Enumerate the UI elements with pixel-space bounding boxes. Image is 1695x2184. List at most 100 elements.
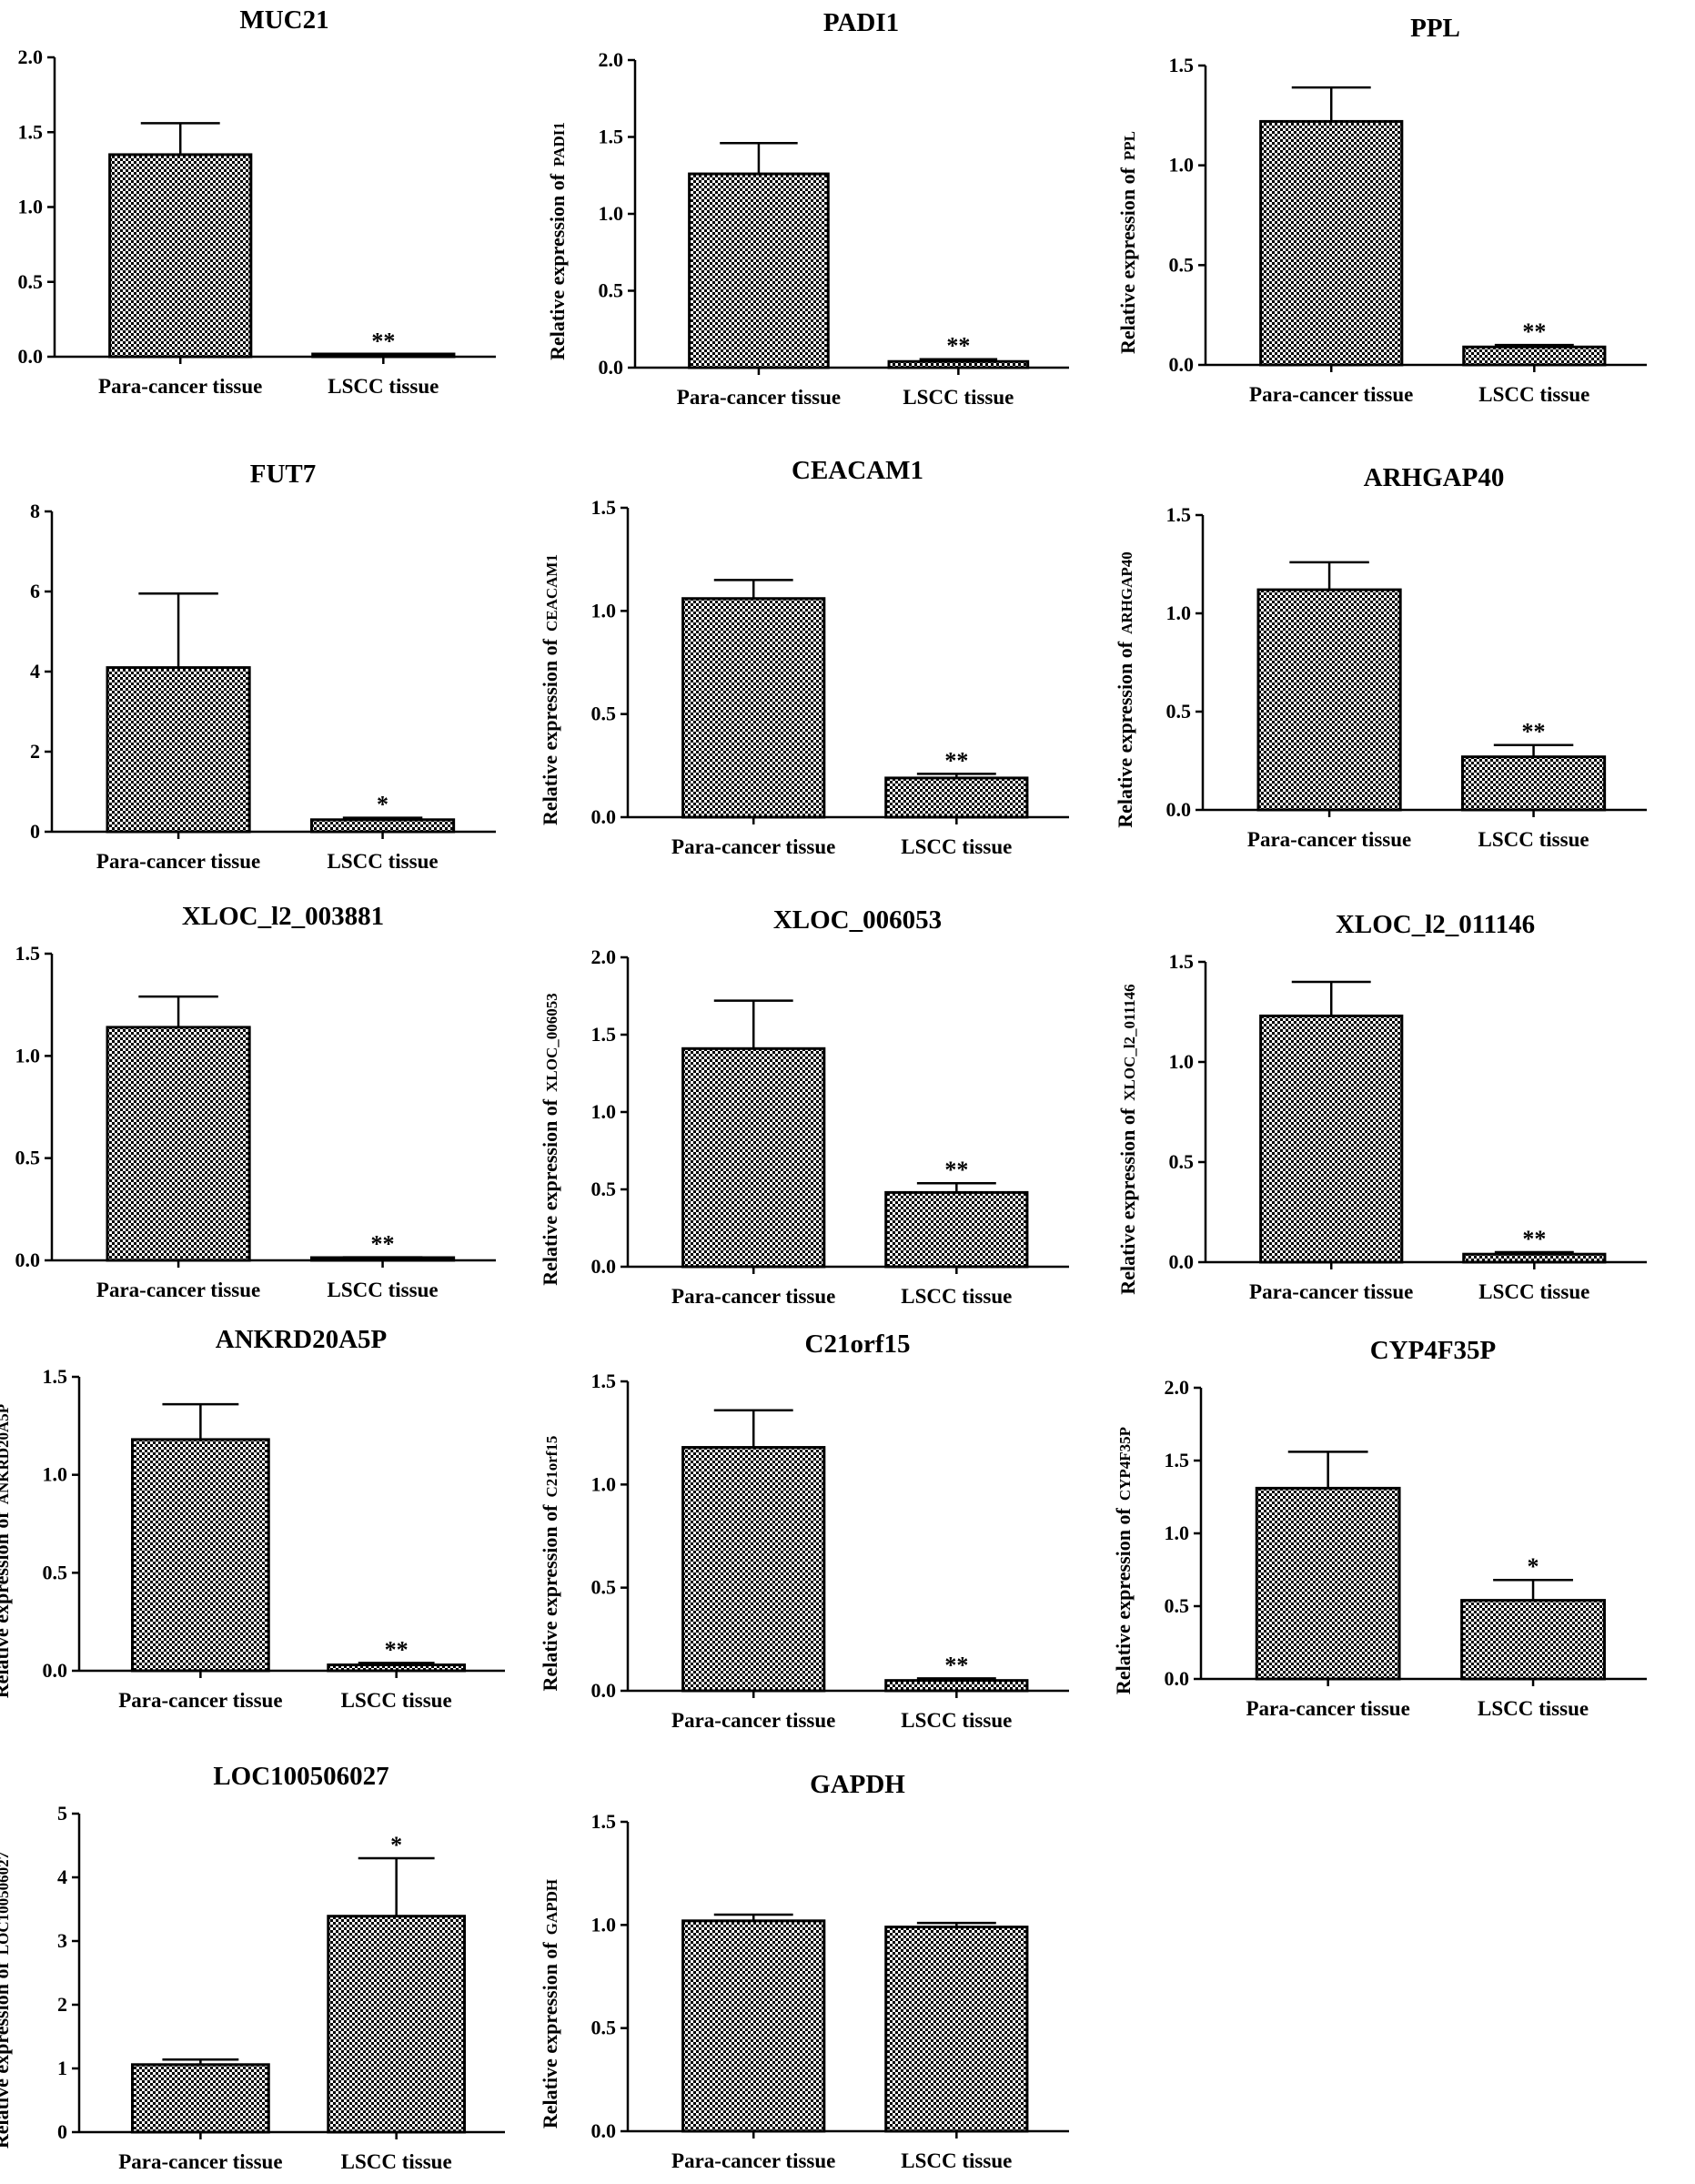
bar-para-cancer [131,2063,270,2134]
chart-panel-xloc-l2-011146: XLOC_l2_011146 Relative expression of XLOC… [1116,910,1647,1303]
x-tick-label: Para-cancer tissue [671,835,835,858]
y-tick-label: 1.5 [1165,1449,1190,1471]
y-tick-label: 6 [30,580,40,602]
y-tick-label: 0.5 [43,1561,68,1583]
y-tick-label: 0.5 [591,2017,617,2039]
x-tick-label: Para-cancer tissue [1246,1697,1409,1720]
y-tick-label: 1.5 [1169,54,1195,76]
y-tick-label: 1 [57,2057,67,2079]
y-tick-label: 1.5 [18,120,44,143]
y-tick-label: 1.0 [1166,602,1192,624]
bar-lscc [1462,345,1607,367]
y-tick-label: 0.5 [1165,1594,1190,1617]
significance-marker: ** [1522,1226,1546,1252]
bar-para-cancer [681,597,826,819]
bar-para-cancer [681,1046,826,1269]
bar-lscc [884,1926,1029,2133]
x-tick-label: Para-cancer tissue [1249,383,1413,406]
y-tick-label: 1.5 [591,1810,617,1833]
y-tick-label: 0.0 [15,1249,41,1271]
chart-panel-padi1: PADI1 Relative expression of PADI1 0.0 0.5 1.… [546,8,1069,409]
x-tick-label: Para-cancer tissue [1249,1280,1413,1303]
y-tick-label: 1.5 [591,1370,617,1392]
y-axis-label-gene: LOC100506027 [0,1851,12,1955]
y-tick-label: 0.0 [1166,798,1192,821]
y-tick-label: 0.5 [18,270,44,293]
x-tick-label: LSCC tissue [341,2150,452,2173]
significance-marker: ** [371,329,395,355]
bar-lscc [327,1663,467,1673]
y-tick-label: 4 [57,1866,67,1888]
significance-marker: ** [944,747,968,774]
y-axis-label: Relative expression of CEACAM1 [539,554,561,825]
bar-para-cancer [1259,119,1404,367]
bar-para-cancer [131,1438,270,1673]
significance-marker: * [377,792,388,818]
y-axis-label-gene: XLOC_006053 [543,993,560,1092]
x-tick-label: LSCC tissue [328,375,439,398]
y-tick-label: 2.0 [18,46,44,68]
y-axis-label: Relative expression of PPL [1116,131,1139,354]
y-tick-label: 0.0 [591,1679,617,1702]
y-tick-label: 8 [30,500,40,522]
y-tick-label: 0.0 [599,356,624,379]
x-tick-label: Para-cancer tissue [677,386,841,409]
bar-para-cancer [1255,1486,1401,1681]
y-axis-label-prefix: Relative expression of [0,1962,13,2149]
chart-panel-xloc-006053: XLOC_006053 Relative expression of XLOC_00… [539,905,1069,1308]
y-tick-label: 0.0 [591,1255,617,1278]
y-tick-label: 0.0 [591,805,617,828]
significance-marker: * [390,1832,402,1858]
significance-marker: ** [385,1636,409,1663]
y-axis-label-gene: PPL [1121,131,1138,160]
y-tick-label: 2 [57,1993,67,2016]
bar-para-cancer [106,666,251,834]
x-tick-label: Para-cancer tissue [671,1709,835,1732]
y-axis-label-gene: C21orf15 [543,1436,560,1498]
y-axis-label: Relative expression of XLOC_l2_011146 [1116,984,1139,1294]
chart-title: XLOC_l2_011146 [1336,910,1535,939]
bar-lscc [887,359,1030,369]
bar-para-cancer [1259,1014,1404,1264]
bar-lscc [309,818,456,834]
significance-marker: ** [1522,719,1546,745]
y-axis-label: Relative expression of ANKRD20A5P [0,1404,13,1698]
y-tick-label: 0.5 [1169,1150,1195,1173]
chart-title: MUC21 [239,5,328,35]
y-tick-label: 0.5 [1166,700,1192,723]
y-tick-label: 0.5 [1169,253,1195,276]
y-tick-label: 0.5 [591,1178,617,1200]
x-tick-label: LSCC tissue [901,1285,1012,1308]
y-axis-label: Relative expression of GAPDH [539,1879,561,2128]
y-tick-label: 2.0 [599,48,624,71]
x-tick-label: LSCC tissue [901,2149,1012,2172]
y-tick-label: 2 [30,740,40,763]
y-axis-label-gene: ARHGAP40 [1118,551,1135,634]
bar-lscc [884,776,1029,819]
y-tick-label: 0.0 [1169,1250,1195,1273]
y-axis-label-prefix: Relative expression of [1114,641,1136,828]
significance-marker: ** [1522,318,1546,345]
bar-para-cancer [681,1919,826,2133]
significance-marker: ** [371,1231,395,1258]
chart-title: CEACAM1 [792,456,923,485]
chart-panel-muc21: MUC21Relative expression ofMUC210.00.51.… [18,5,496,398]
y-tick-label: 0.5 [15,1147,41,1169]
y-axis-label-prefix: Relative expression of [0,1512,13,1699]
y-axis-label-prefix: Relative expression of [539,638,561,825]
chart-title: PPL [1410,14,1460,43]
significance-marker: ** [944,1652,968,1678]
x-tick-label: LSCC tissue [903,386,1014,409]
y-tick-label: 0.5 [591,703,617,725]
y-tick-label: 1.0 [1169,1050,1195,1073]
y-tick-label: 3 [57,1929,67,1952]
chart-title: FUT7 [250,460,317,489]
chart-title: XLOC_006053 [773,905,942,935]
chart-panel-xloc-l2-003881: XLOC_l2_003881Relative expression ofXLOC… [15,902,496,1301]
y-tick-label: 0.0 [1169,353,1195,376]
bar-para-cancer [681,1446,826,1693]
y-axis-label-gene: CEACAM1 [543,554,560,632]
y-axis-label: Relative expression of C21orf15 [539,1436,561,1692]
chart-panel-ankrd20a5p: ANKRD20A5P Relative expression of ANKRD20A… [0,1325,505,1712]
chart-panel-gapdh: GAPDH Relative expression of GAPDH 0.0 0.5 1.… [539,1770,1069,2172]
